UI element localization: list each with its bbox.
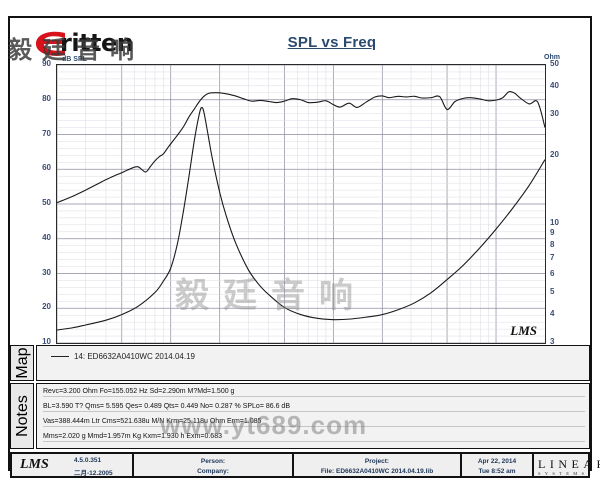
y2-axis-tick: 4 <box>550 308 555 318</box>
app-version: 4.5.0.351 <box>74 457 102 464</box>
status-date-cell: Apr 22, 2014 Tue 8:52 am <box>462 454 534 476</box>
note-line: Revc=3.200 Ohm Fo=155.052 Hz Sd=2.290m M… <box>43 388 585 397</box>
note-line: Mms=2.020 g Mmd=1.957m Kg Kxm=1.930 h Ex… <box>43 433 585 442</box>
y-axis-tick: 80 <box>42 93 51 103</box>
status-vendor-cell: LINEARX SYSTEMS <box>534 454 600 476</box>
y-axis-tick: 60 <box>42 163 51 173</box>
plot-annotation: LMS <box>510 323 537 338</box>
y2-axis-tick: 3 <box>550 337 555 346</box>
lms-logo: LMS <box>20 457 49 472</box>
y-axis-tick: 30 <box>42 267 51 277</box>
company-label: Company: <box>197 468 229 475</box>
note-line: Vas=388.444m Ltr Cms=521.638u M/N Krm=25… <box>43 418 585 427</box>
page-title: SPL vs Freq <box>287 34 377 51</box>
legend-item[interactable]: 14: ED6632A0410WC 2014.04.19 <box>51 352 195 361</box>
file-label: File: ED6632A0410WC 2014.04.19.lib <box>320 468 434 475</box>
status-project-cell: Project: File: ED6632A0410WC 2014.04.19.… <box>294 454 462 476</box>
y2-axis-tick: 6 <box>550 268 555 278</box>
y-axis-tick: 70 <box>42 128 51 138</box>
note-line: BL=3.590 T? Qms= 5.595 Qes= 0.489 Qts= 0… <box>43 403 585 412</box>
brand-name: ritten <box>60 29 134 57</box>
legend-swatch-icon <box>51 356 69 358</box>
vendor-logo: LINEARX SYSTEMS <box>538 456 600 476</box>
y2-axis-tick: 10 <box>550 218 559 228</box>
y2-axis-tick: 40 <box>550 81 559 91</box>
y2-axis-tick: 8 <box>550 240 555 250</box>
report-time: Tue 8:52 am <box>478 468 516 475</box>
tab-notes[interactable]: Notes <box>10 383 34 449</box>
y2-axis-tick: 20 <box>550 149 559 159</box>
vendor-subtitle: SYSTEMS <box>538 471 589 476</box>
y-axis-tick: 20 <box>42 302 51 312</box>
y-axis-unit-label: dB SPL <box>62 56 87 63</box>
brand-logo: ritten <box>26 28 176 58</box>
plot-svg <box>57 65 545 343</box>
y2-axis-tick: 7 <box>550 253 555 263</box>
y2-axis-tick: 50 <box>550 59 559 68</box>
status-version-cell: LMS 4.5.0.351 二月-12.2005 <box>12 454 134 477</box>
y-axis-tick: 50 <box>42 198 51 207</box>
y-axis-tick: 90 <box>42 59 51 68</box>
status-person-cell: Person: Company: <box>134 454 294 476</box>
chart-panel: ritten SPL vs Freq dB SPL Ohm LMS 90 80 70… <box>10 18 590 355</box>
app-build-date: 二月-12.2005 <box>74 470 113 477</box>
ritten-c-logo-icon <box>35 31 65 56</box>
project-label: Project: <box>364 458 390 465</box>
tab-notes-label: Notes <box>14 395 31 437</box>
notes-panel: Revc=3.200 Ohm Fo=155.052 Hz Sd=2.290m M… <box>36 383 590 449</box>
y2-axis-unit-label: Ohm <box>544 54 560 61</box>
vendor-name-text: LINEAR <box>538 457 600 471</box>
y2-axis-tick: 9 <box>550 228 555 238</box>
vendor-name: LINEARX <box>538 456 600 472</box>
legend-label: 14: ED6632A0410WC 2014.04.19 <box>74 352 195 361</box>
plot-area: LMS <box>56 64 546 344</box>
map-panel: 14: ED6632A0410WC 2014.04.19 <box>36 345 590 381</box>
y-axis-tick: 40 <box>42 232 51 242</box>
y2-axis-tick: 5 <box>550 286 555 296</box>
y-axis-tick: 10 <box>42 337 51 346</box>
y2-axis-tick: 30 <box>550 109 559 119</box>
status-bar: LMS 4.5.0.351 二月-12.2005 Person: Company… <box>10 452 600 478</box>
tab-map[interactable]: Map <box>10 345 34 381</box>
report-date: Apr 22, 2014 <box>477 458 517 465</box>
person-label: Person: <box>200 458 226 465</box>
